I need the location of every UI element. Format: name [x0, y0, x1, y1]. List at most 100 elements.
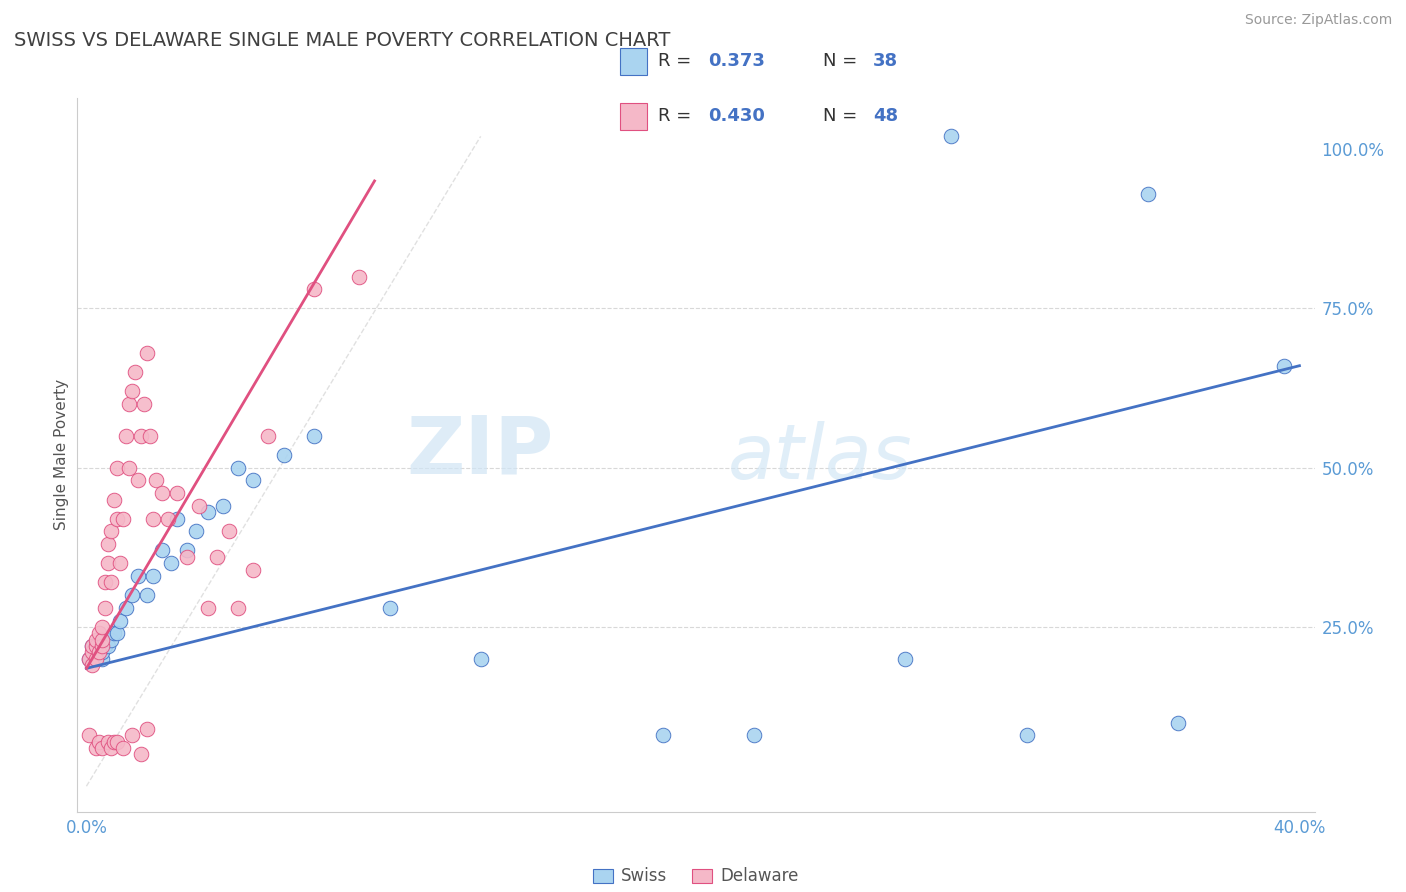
- Point: [121, 728, 143, 742]
- Point: [93, 600, 115, 615]
- Point: [142, 511, 165, 525]
- Point: [100, 524, 122, 539]
- Point: [205, 549, 228, 564]
- Point: [93, 639, 115, 653]
- Point: [242, 563, 264, 577]
- Point: [84, 645, 107, 659]
- Point: [118, 397, 141, 411]
- Point: [82, 639, 104, 653]
- Point: [124, 365, 146, 379]
- Point: [1272, 359, 1295, 373]
- Bar: [620, 103, 648, 130]
- Point: [90, 639, 112, 653]
- Point: [82, 658, 104, 673]
- Point: [226, 460, 249, 475]
- Point: [197, 600, 219, 615]
- Point: [90, 620, 112, 634]
- Point: [84, 632, 107, 647]
- Point: [79, 728, 101, 742]
- Point: [127, 569, 149, 583]
- Point: [1136, 186, 1159, 201]
- Point: [166, 486, 188, 500]
- Point: [79, 652, 101, 666]
- Text: Source: ZipAtlas.com: Source: ZipAtlas.com: [1244, 13, 1392, 28]
- Point: [84, 652, 107, 666]
- Text: R =: R =: [658, 107, 697, 125]
- Point: [136, 346, 159, 360]
- Point: [212, 499, 235, 513]
- Point: [127, 474, 149, 488]
- Text: R =: R =: [658, 53, 697, 70]
- Point: [184, 524, 207, 539]
- Point: [90, 645, 112, 659]
- Point: [87, 639, 110, 653]
- Text: N =: N =: [823, 107, 862, 125]
- Point: [150, 486, 173, 500]
- Point: [90, 632, 112, 647]
- Point: [1167, 715, 1189, 730]
- Point: [150, 543, 173, 558]
- Point: [129, 429, 152, 443]
- Bar: [620, 48, 648, 76]
- Point: [82, 645, 104, 659]
- Point: [257, 429, 280, 443]
- Point: [97, 639, 120, 653]
- Y-axis label: Single Male Poverty: Single Male Poverty: [53, 379, 69, 531]
- Point: [129, 747, 152, 762]
- Point: [226, 600, 249, 615]
- Point: [105, 511, 128, 525]
- Text: 48: 48: [873, 107, 898, 125]
- Point: [939, 129, 962, 144]
- Legend: Swiss, Delaware: Swiss, Delaware: [593, 867, 799, 886]
- Point: [136, 722, 159, 736]
- Text: atlas: atlas: [727, 422, 912, 495]
- Point: [197, 505, 219, 519]
- Point: [111, 511, 134, 525]
- Point: [176, 543, 198, 558]
- Point: [87, 645, 110, 659]
- Point: [111, 741, 134, 756]
- Text: ZIP: ZIP: [406, 412, 554, 491]
- Point: [105, 460, 128, 475]
- Text: 0.430: 0.430: [709, 107, 765, 125]
- Point: [139, 429, 162, 443]
- Point: [105, 626, 128, 640]
- Point: [121, 588, 143, 602]
- Point: [242, 474, 264, 488]
- Point: [103, 492, 125, 507]
- Point: [87, 734, 110, 748]
- Point: [1015, 728, 1038, 742]
- Point: [121, 384, 143, 399]
- Text: SWISS VS DELAWARE SINGLE MALE POVERTY CORRELATION CHART: SWISS VS DELAWARE SINGLE MALE POVERTY CO…: [14, 31, 671, 50]
- Point: [187, 499, 209, 513]
- Point: [651, 728, 673, 742]
- Point: [90, 652, 112, 666]
- Point: [118, 460, 141, 475]
- Text: 0.373: 0.373: [709, 53, 765, 70]
- Point: [145, 474, 167, 488]
- Point: [176, 549, 198, 564]
- Point: [302, 282, 325, 296]
- Point: [93, 575, 115, 590]
- Point: [105, 734, 128, 748]
- Text: N =: N =: [823, 53, 862, 70]
- Point: [742, 728, 765, 742]
- Point: [93, 632, 115, 647]
- Point: [90, 741, 112, 756]
- Text: 38: 38: [873, 53, 898, 70]
- Point: [97, 537, 120, 551]
- Point: [108, 556, 131, 570]
- Point: [79, 652, 101, 666]
- Point: [100, 741, 122, 756]
- Point: [115, 429, 138, 443]
- Point: [100, 632, 122, 647]
- Point: [349, 269, 371, 284]
- Point: [894, 652, 917, 666]
- Point: [273, 448, 295, 462]
- Point: [100, 575, 122, 590]
- Point: [166, 511, 188, 525]
- Point: [136, 588, 159, 602]
- Point: [157, 511, 180, 525]
- Point: [302, 429, 325, 443]
- Point: [218, 524, 240, 539]
